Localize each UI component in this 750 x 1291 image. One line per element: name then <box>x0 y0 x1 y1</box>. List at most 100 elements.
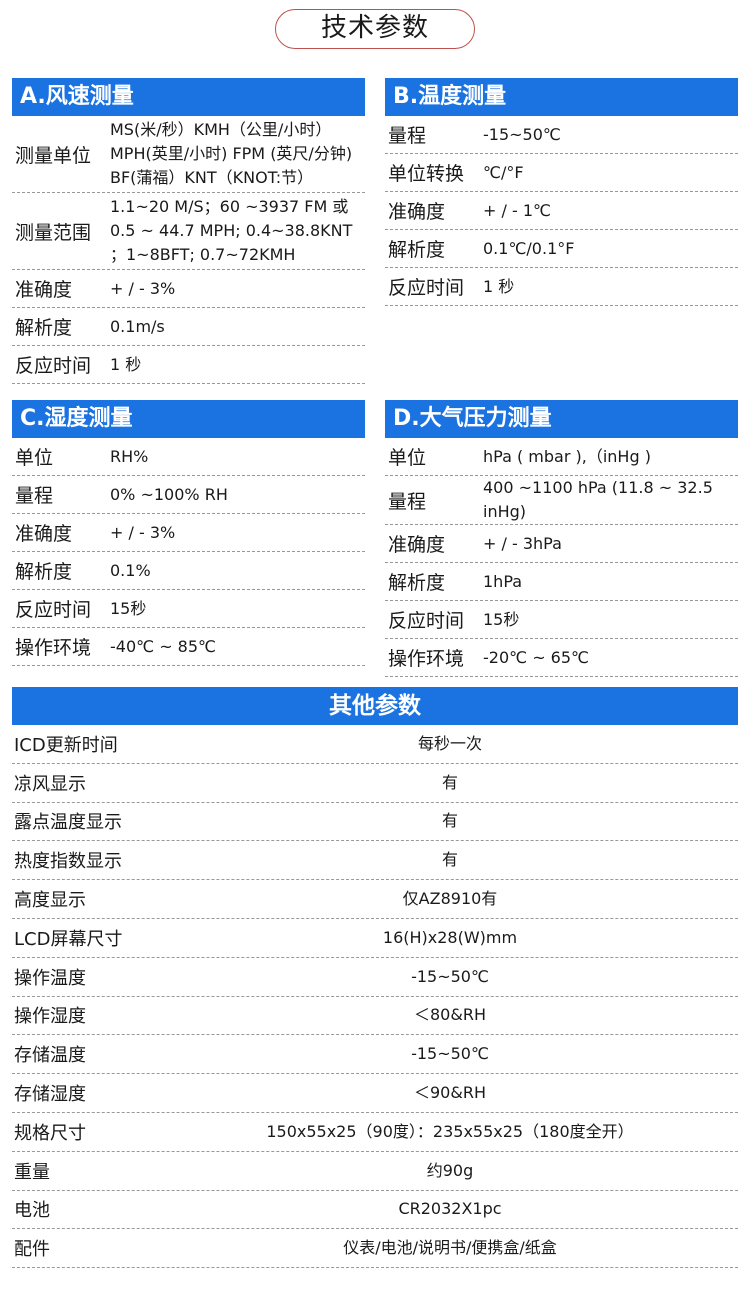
param-value: ＜90&RH <box>414 1083 486 1103</box>
spec-value-line: ℃/°F <box>483 162 524 182</box>
spec-label: 操作环境 <box>15 637 92 659</box>
spec-value-line: 0.1m/s <box>110 316 165 336</box>
spec-label: 解析度 <box>388 572 446 594</box>
table-row: 配件 仪表/电池/说明书/便携盒/纸盒 <box>12 1229 738 1269</box>
param-value: 有 <box>441 811 458 831</box>
spec-label: 单位 <box>15 447 54 469</box>
spec-value-line: 0.5 ~ 44.7 MPH; 0.4~38.8KNT <box>110 221 353 240</box>
table-row: 重量 约90g <box>12 1152 738 1191</box>
spec-label: 反应时间 <box>15 355 92 377</box>
param-value: ＜80&RH <box>414 1005 486 1025</box>
spec-row: 量程 -15~50℃ <box>385 116 738 154</box>
spec-label: 量程 <box>388 490 427 513</box>
spec-value-line: + / - 3hPa <box>483 533 562 553</box>
spec-row: 反应时间 1 秒 <box>12 346 365 384</box>
spec-value-line: MPH(英里/小时) FPM (英尺/分钟) <box>110 144 353 163</box>
spec-value: + / - 1℃ <box>483 199 551 223</box>
spec-value-line: + / - 1℃ <box>483 200 551 220</box>
spec-row: 量程 0% ~100% RH <box>12 476 365 514</box>
param-value: 约90g <box>426 1160 474 1180</box>
section-header: B.温度测量 <box>385 78 738 116</box>
spec-row: 操作环境 -40℃ ~ 85℃ <box>12 628 365 666</box>
param-label: 重量 <box>14 1161 50 1183</box>
spec-row: 准确度 + / - 3% <box>12 270 365 308</box>
spec-value: MS(米/秒）KMH（公里/小时） MPH(英里/小时) FPM (英尺/分钟) B… <box>110 118 352 190</box>
spec-value-line: + / - 3% <box>110 522 176 542</box>
spec-label: 反应时间 <box>15 599 92 621</box>
spec-row: 测量单位 MS(米/秒）KMH（公里/小时） MPH(英里/小时) FPM (英尺/… <box>12 116 365 193</box>
table-row: 操作温度 -15~50℃ <box>12 958 738 997</box>
param-label: 电池 <box>14 1200 50 1222</box>
section-header: A.风速测量 <box>12 78 365 116</box>
param-label: ICD更新时间 <box>14 734 118 756</box>
spec-label: 单位 <box>388 447 427 469</box>
spec-value: 15秒 <box>110 597 146 621</box>
table-row: 高度显示 仅AZ8910有 <box>12 880 738 919</box>
param-value: -15~50℃ <box>411 1044 489 1064</box>
table-row: 存储湿度 ＜90&RH <box>12 1074 738 1113</box>
spec-value: -15~50℃ <box>483 123 561 147</box>
spec-value-line: hPa ( mbar ),（inHg ) <box>483 446 651 466</box>
spec-label: 解析度 <box>15 561 73 583</box>
param-value: 16(H)x28(W)mm <box>382 927 518 947</box>
param-value: CR2032X1pc <box>398 1199 502 1219</box>
section-other-params: 其他参数 ICD更新时间 每秒一次 凉风显示有露点温度显示有热度指数显示有高度显示 仅A… <box>12 687 738 1269</box>
spec-value-line: -20℃ ~ 65℃ <box>483 647 590 667</box>
spec-value: 1hPa <box>483 570 522 594</box>
spec-value: 400 ~1100 hPa (11.8 ~ 32.5 inHg) <box>483 476 738 524</box>
spec-label: 操作环境 <box>388 648 465 670</box>
spec-value-line: 15秒 <box>110 598 147 618</box>
param-value: 每秒一次 <box>417 733 482 753</box>
spec-value-line: 1 秒 <box>483 276 515 296</box>
param-label: LCD屏幕尺寸 <box>14 928 123 950</box>
section-header: D.大气压力测量 <box>385 400 738 438</box>
spec-label: 反应时间 <box>388 277 465 299</box>
spec-row: 准确度 + / - 3hPa <box>385 525 738 563</box>
table-row: 存储温度 -15~50℃ <box>12 1035 738 1075</box>
spec-row: 单位转换 ℃/°F <box>385 154 738 192</box>
spec-row: 准确度 + / - 3% <box>12 514 365 552</box>
spec-value: + / - 3hPa <box>483 532 562 556</box>
spec-value: + / - 3% <box>110 521 175 545</box>
table-row: 规格尺寸 150x55x25（90度）：235x55x25（180度全开） <box>12 1113 738 1152</box>
spec-row: 测量范围 1.1~20 M/S；60 ~3937 FM 或 0.5 ~ 44.7 M… <box>12 193 365 270</box>
spec-value: -20℃ ~ 65℃ <box>483 646 589 670</box>
param-label: 凉风显示 <box>14 773 86 795</box>
table-row: 热度指数显示 有 <box>12 841 738 881</box>
param-value: 有 <box>441 772 458 792</box>
param-value: 150x55x25（90度）：235x55x25（180度全开） <box>266 1121 634 1141</box>
param-value: 有 <box>441 850 458 870</box>
spec-label: 量程 <box>388 125 427 147</box>
section-temperature: B.温度测量 量程 -15~50℃ 单位转换 ℃/°F 准确度 + / - 1℃ 解析度 0.1… <box>385 78 738 306</box>
spec-value-line: + / - 3% <box>110 278 176 298</box>
spec-value-line: MS(米/秒）KMH（公里/小时） <box>110 120 332 139</box>
spec-value-line: 0% ~100% RH <box>110 484 228 504</box>
spec-value: 15秒 <box>483 608 519 632</box>
table-row: 露点温度显示 有 <box>12 803 738 842</box>
section-wind-speed: A.风速测量 测量单位 MS(米/秒）KMH（公里/小时） MPH(英里/小时) FP… <box>12 78 365 384</box>
spec-value: hPa ( mbar ),（inHg ) <box>483 445 651 469</box>
spec-value-line: 1.1~20 M/S；60 ~3937 FM 或 <box>110 197 349 216</box>
spec-row: 单位 RH% <box>12 438 365 476</box>
spec-value-line: 0.1% <box>110 560 151 580</box>
param-label: 存储温度 <box>14 1045 86 1067</box>
spec-value: 1.1~20 M/S；60 ~3937 FM 或 0.5 ~ 44.7 MPH; … <box>110 195 352 267</box>
spec-value-line: 1 秒 <box>110 354 142 374</box>
spec-value: -40℃ ~ 85℃ <box>110 635 216 659</box>
spec-row: 解析度 0.1℃/0.1°F <box>385 230 738 268</box>
spec-row: 操作环境 -20℃ ~ 65℃ <box>385 639 738 677</box>
param-label: 高度显示 <box>14 890 86 912</box>
spec-label: 测量范围 <box>15 221 92 244</box>
spec-label: 解析度 <box>388 239 446 261</box>
spec-value-line: BF(蒲福）KNT（KNOT:节） <box>110 168 314 187</box>
spec-value: 0.1% <box>110 559 151 583</box>
param-label: 配件 <box>14 1239 50 1261</box>
spec-row: 单位 hPa ( mbar ),（inHg ) <box>385 438 738 476</box>
spec-label: 反应时间 <box>388 610 465 632</box>
section-pressure: D.大气压力测量单位 hPa ( mbar ),（inHg ) 量程 400 ~110… <box>385 400 738 677</box>
spec-value-line: -40℃ ~ 85℃ <box>110 636 217 656</box>
spec-value-line: ；1~8BFT; 0.7~72KMH <box>110 245 296 264</box>
spec-label: 量程 <box>15 485 54 507</box>
spec-value: 0.1m/s <box>110 315 165 339</box>
spec-value: 1 秒 <box>110 353 141 377</box>
